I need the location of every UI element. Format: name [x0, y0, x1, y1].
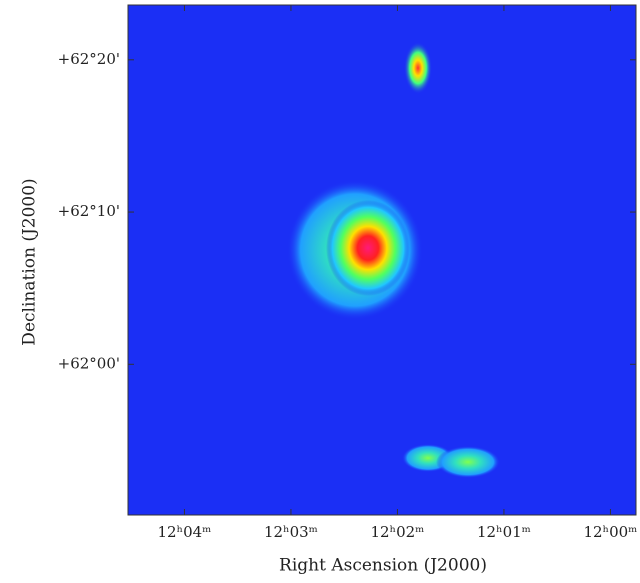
y-tick-label: +62°00'	[58, 354, 120, 372]
x-tick-label: 12ʰ03ᵐ	[264, 523, 318, 541]
y-tick-label: +62°10'	[58, 202, 120, 220]
x-tick-label: 12ʰ01ᵐ	[477, 523, 531, 541]
x-tick-label: 12ʰ04ᵐ	[158, 523, 212, 541]
x-tick-label: 12ʰ00ᵐ	[584, 523, 638, 541]
sky-image	[287, 42, 500, 478]
x-tick-label: 12ʰ02ᵐ	[371, 523, 425, 541]
x-axis-label: Right Ascension (J2000)	[279, 556, 487, 576]
y-tick-label: +62°20'	[58, 50, 120, 68]
y-axis-label: Declination (J2000)	[20, 178, 40, 345]
